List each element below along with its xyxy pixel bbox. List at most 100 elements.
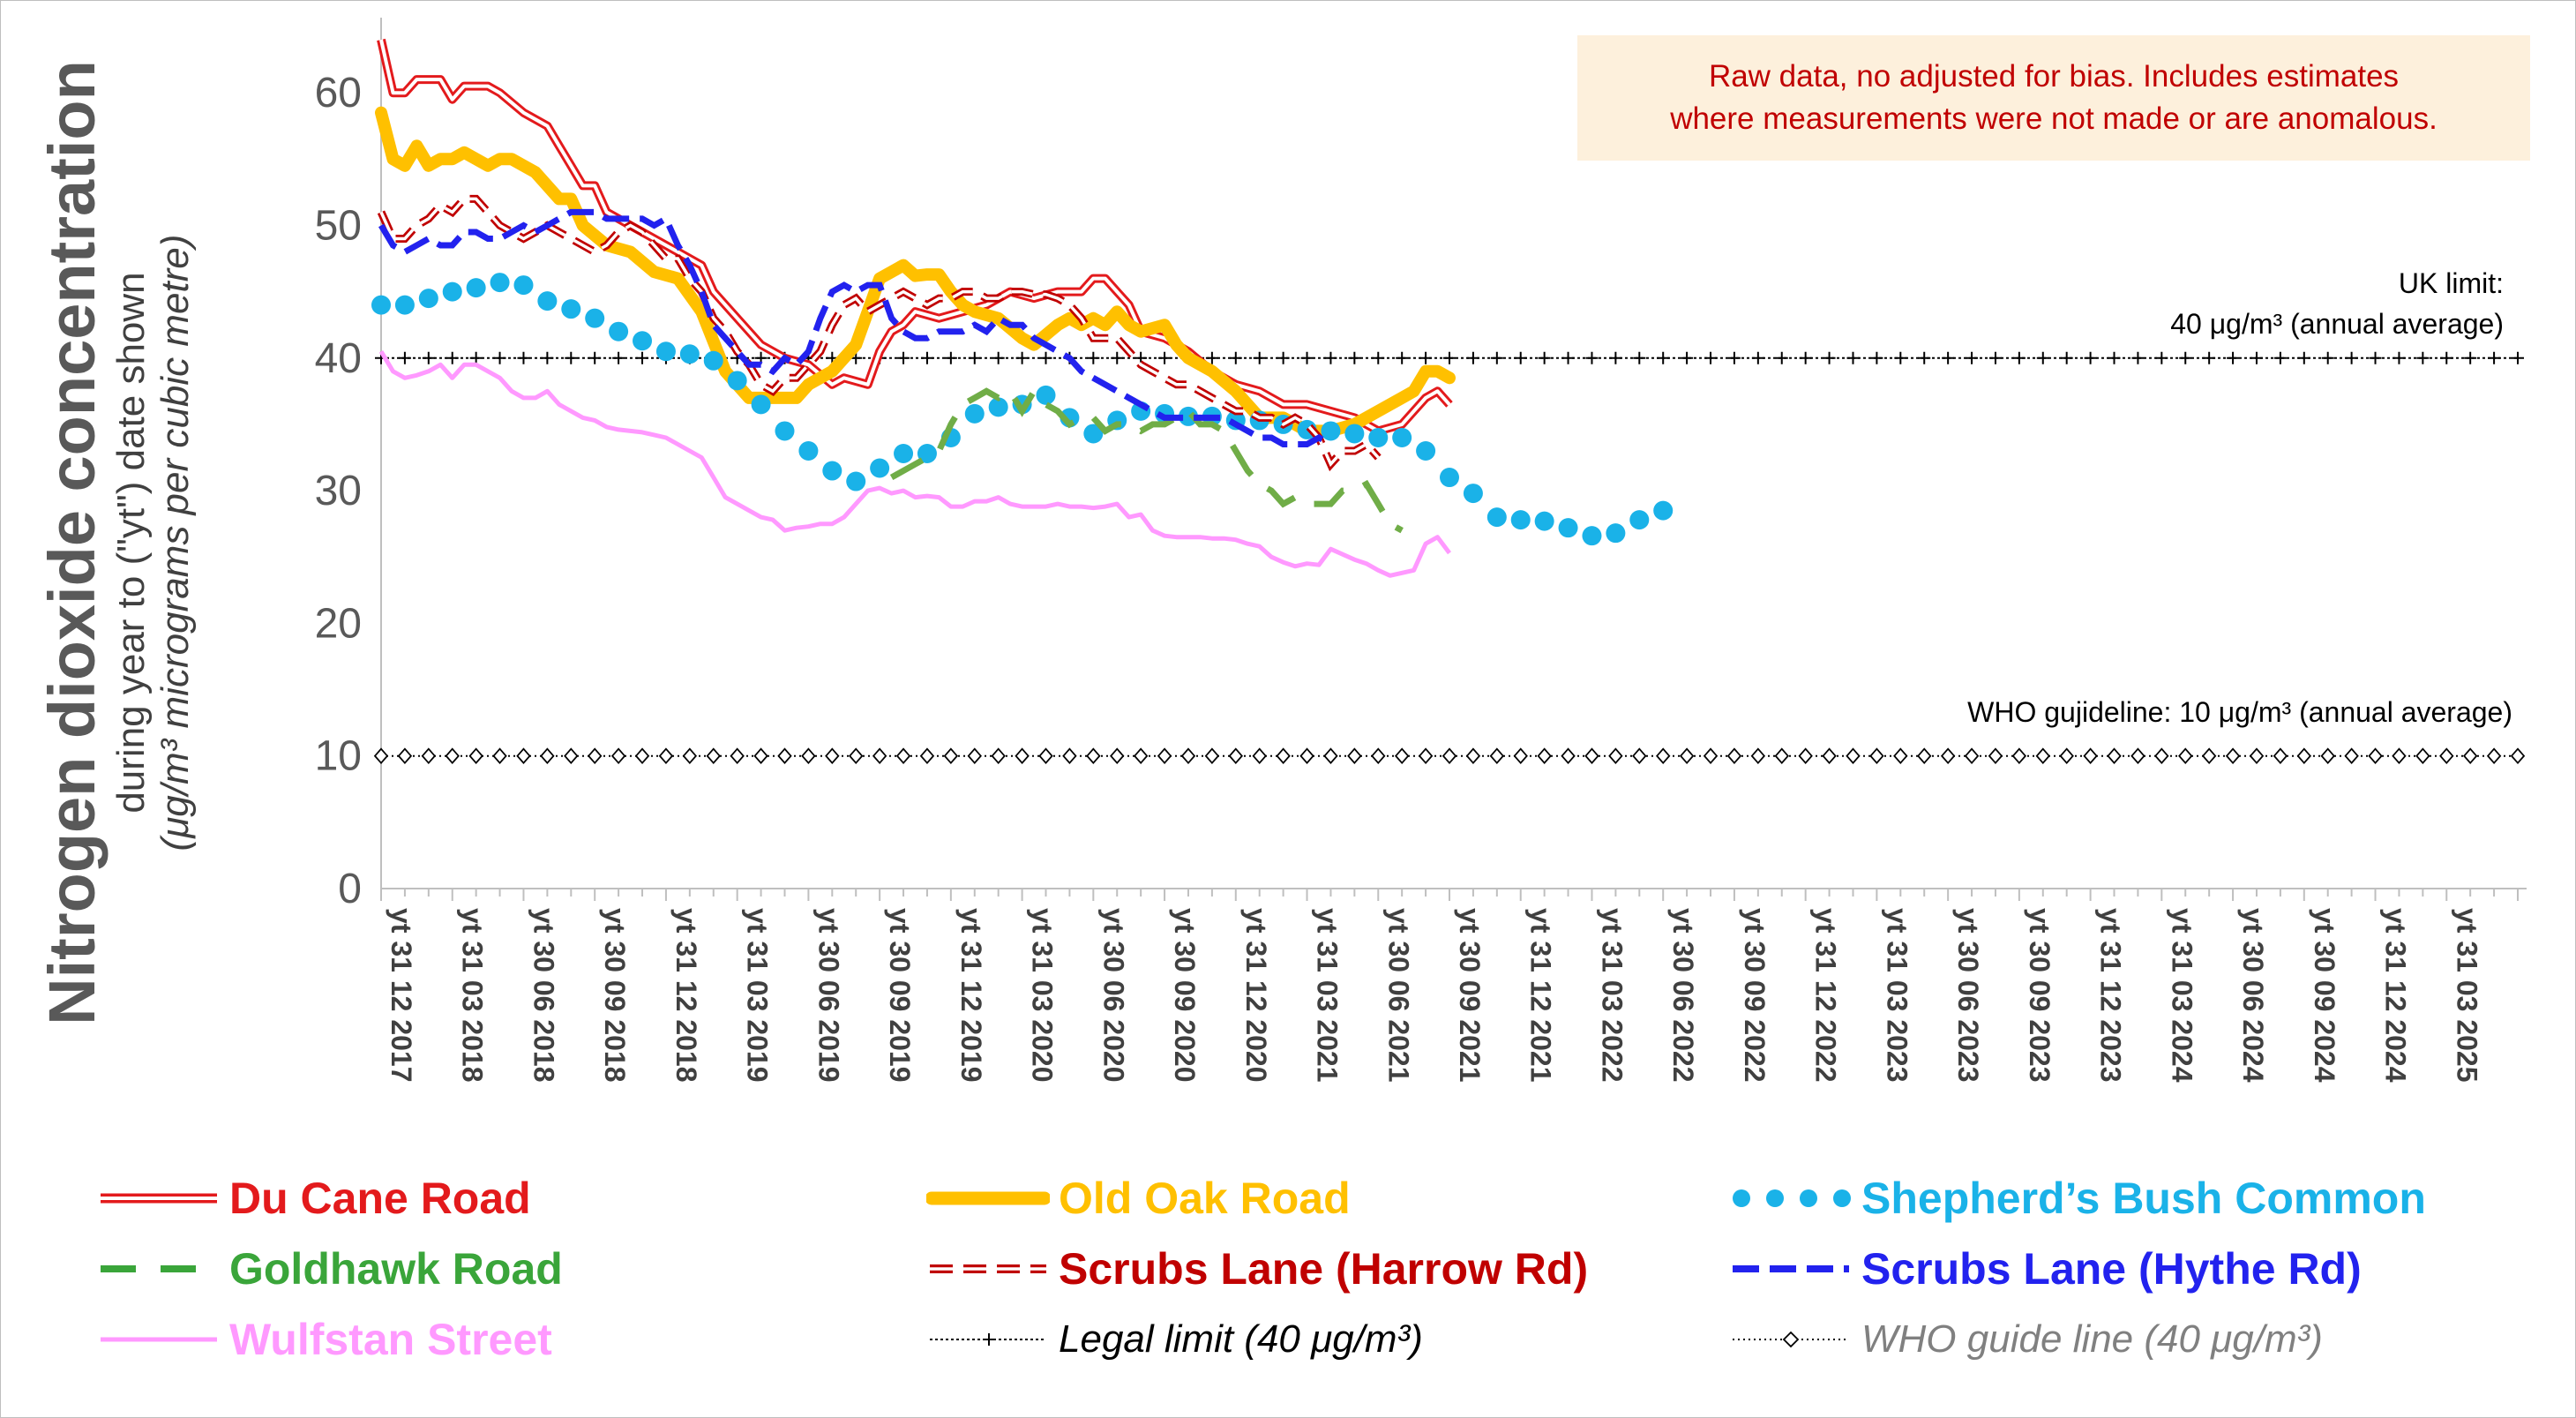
who-guide-marker xyxy=(753,747,768,765)
data-point xyxy=(988,397,1008,417)
who-guide-marker xyxy=(2035,747,2050,765)
legal-limit-marker xyxy=(944,351,957,364)
legal-limit-marker xyxy=(1466,351,1479,364)
legal-limit-marker xyxy=(1966,351,1979,364)
legal-limit-marker xyxy=(2155,351,2168,364)
legal-limit-marker xyxy=(469,351,483,364)
x-tick-label: yt 31 03 2023 xyxy=(1881,908,1913,1083)
who-guide-marker xyxy=(1917,747,1932,765)
x-tick-label: yt 30 06 2018 xyxy=(528,908,559,1083)
legal-limit-marker xyxy=(1277,351,1290,364)
x-tick-label: yt 31 03 2025 xyxy=(2451,908,2482,1083)
legal-limit-marker xyxy=(1300,351,1314,364)
who-guide-marker xyxy=(1180,747,1196,765)
data-point xyxy=(655,341,676,362)
who-guide-marker xyxy=(1869,747,1884,765)
note-line-2: where measurements were not made or are … xyxy=(1670,101,2437,136)
data-point xyxy=(537,291,558,311)
who-guide-marker xyxy=(634,747,650,765)
legend-swatch xyxy=(101,1193,217,1204)
uk-limit-label-line2: 40 μg/m³ (annual average) xyxy=(2170,308,2504,340)
who-guide-marker xyxy=(1465,747,1481,765)
x-tick-label: yt 30 09 2020 xyxy=(1169,908,1201,1083)
legal-limit-marker xyxy=(1942,351,1955,364)
series-line xyxy=(375,106,1456,438)
who-guide-marker xyxy=(1988,747,2003,765)
data-point xyxy=(1321,421,1341,441)
legend-swatch xyxy=(926,1191,1050,1205)
x-tick-label: yt 30 09 2023 xyxy=(2024,908,2056,1083)
data-point xyxy=(1463,484,1483,504)
who-guide-marker xyxy=(1561,747,1576,765)
legal-limit-marker xyxy=(422,351,435,364)
y-tick-label: 20 xyxy=(315,600,362,647)
y-tick-label: 10 xyxy=(315,733,362,780)
y-tick-label: 60 xyxy=(315,70,362,116)
legend-item: Old Oak Road xyxy=(926,1172,1351,1225)
legal-limit-marker xyxy=(2273,351,2287,364)
x-tick-label: yt 30 06 2022 xyxy=(1667,908,1699,1083)
legal-limit-marker xyxy=(2060,351,2073,364)
who-guide-marker xyxy=(445,747,460,765)
series-line xyxy=(378,208,1333,447)
legal-limit-marker xyxy=(1870,351,1883,364)
x-tick-label: yt 31 03 2019 xyxy=(742,908,774,1083)
legend-label: WHO guide line (40 μg/m³) xyxy=(1861,1317,2323,1361)
who-guide-marker xyxy=(2296,747,2311,765)
x-tick-label: yt 31 03 2022 xyxy=(1596,908,1628,1083)
data-point xyxy=(917,443,937,463)
who-guide-marker xyxy=(1347,747,1362,765)
who-guide-marker xyxy=(682,747,698,765)
who-guide-marker xyxy=(1846,747,1861,765)
data-point xyxy=(727,371,747,391)
data-point xyxy=(1368,427,1389,447)
data-point xyxy=(466,278,486,298)
legal-limit-marker xyxy=(2203,351,2216,364)
legal-limit-marker xyxy=(1396,351,1409,364)
who-guide-marker xyxy=(2344,747,2359,765)
legend-label: Legal limit (40 μg/m³) xyxy=(1059,1317,1423,1361)
legend-item: WHO guide line (40 μg/m³) xyxy=(1729,1313,2323,1366)
x-tick-label: yt 30 09 2018 xyxy=(599,908,631,1083)
legal-limit-marker xyxy=(1988,351,2002,364)
legend-item: Goldhawk Road xyxy=(97,1242,563,1295)
legal-limit-marker xyxy=(612,351,625,364)
who-guide-marker xyxy=(1442,747,1457,765)
data-point xyxy=(561,299,581,319)
data-point xyxy=(1534,511,1554,531)
legal-limit-marker xyxy=(565,351,578,364)
legal-limit-marker xyxy=(920,351,933,364)
who-guide-marker xyxy=(991,747,1006,765)
legend-item: Shepherd’s Bush Common xyxy=(1729,1172,2426,1225)
data-point xyxy=(822,461,842,481)
who-guide-marker xyxy=(397,747,413,765)
legal-limit-marker xyxy=(2512,351,2524,364)
legal-limit-marker xyxy=(2227,351,2240,364)
who-guide-marker xyxy=(1228,747,1243,765)
y-axis-title-sub1: during year to ("yt") date shown xyxy=(109,272,153,814)
legal-limit-marker xyxy=(541,351,554,364)
legal-limit-marker xyxy=(2488,351,2501,364)
series-line-inner xyxy=(379,39,1451,433)
legal-limit-marker xyxy=(968,351,981,364)
x-tick-label: yt 31 12 2018 xyxy=(670,908,702,1083)
who-guide-marker xyxy=(1964,747,1980,765)
x-tick-label: yt 31 12 2017 xyxy=(386,908,417,1083)
legal-limit-marker xyxy=(2297,351,2310,364)
legal-limit-marker xyxy=(1111,351,1124,364)
who-guide-marker xyxy=(2059,747,2074,765)
who-guide-marker xyxy=(1086,747,1101,765)
who-guide-marker xyxy=(2178,747,2193,765)
who-guide-marker xyxy=(540,747,555,765)
x-tick-label: yt 31 03 2024 xyxy=(2166,908,2198,1083)
who-guide-marker xyxy=(967,747,982,765)
who-guide-marker xyxy=(2415,747,2430,765)
legal-limit-marker xyxy=(1348,351,1361,364)
legal-limit-marker xyxy=(1657,351,1670,364)
who-guide-marker xyxy=(421,747,437,765)
data-point xyxy=(1083,424,1104,444)
who-guide-marker xyxy=(1489,747,1505,765)
data-point xyxy=(1606,523,1626,544)
data-point xyxy=(870,458,890,478)
legal-limit-marker xyxy=(1324,351,1337,364)
